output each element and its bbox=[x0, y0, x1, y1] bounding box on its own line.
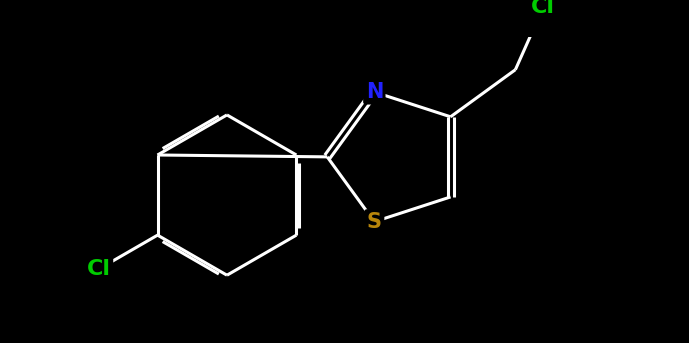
Text: S: S bbox=[367, 212, 382, 232]
Text: Cl: Cl bbox=[531, 0, 555, 17]
Text: N: N bbox=[366, 82, 383, 102]
Text: Cl: Cl bbox=[87, 259, 110, 279]
